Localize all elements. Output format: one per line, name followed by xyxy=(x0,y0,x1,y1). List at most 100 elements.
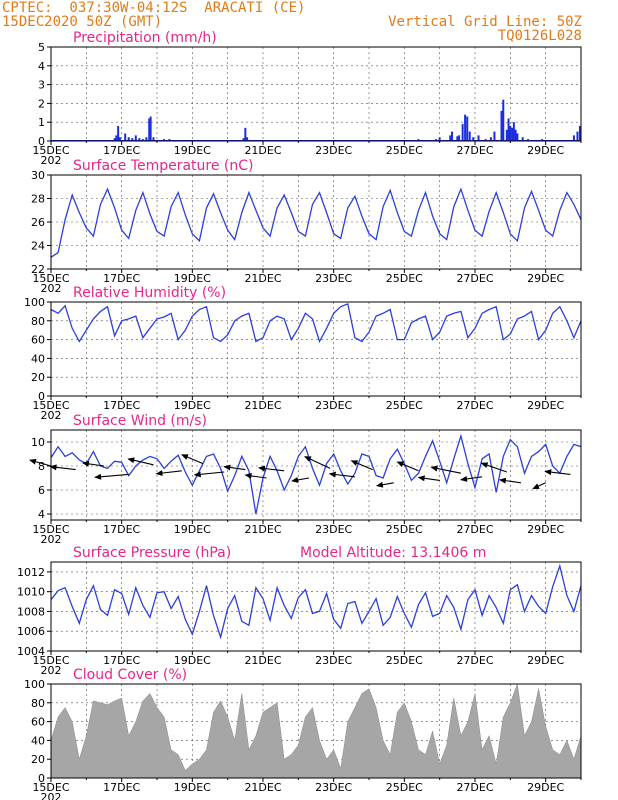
date-tick-label: 29DEC xyxy=(527,781,564,794)
date-tick-label: 15DEC xyxy=(32,781,69,794)
precip-bar xyxy=(502,99,505,141)
precip-bar xyxy=(145,137,148,141)
precip-bar xyxy=(507,118,510,141)
wind-vector xyxy=(181,454,204,465)
panel-temperature: 22 24 26 28 30 15DEC 17DEC 19DEC 21DEC 23DEC 25DEC… xyxy=(31,158,582,295)
date-tick-label: 17DEC xyxy=(103,144,140,157)
panel-wind: 4 6 8 10 15DEC 17DEC 19DEC 21DEC 23DEC 25DEC 27DEC… xyxy=(29,413,582,546)
date-tick-label: 29DEC xyxy=(527,654,564,667)
model-altitude-note: Model Altitude: 13.1406 m xyxy=(300,545,486,561)
wind-vector xyxy=(544,469,571,476)
date-tick-label: 25DEC xyxy=(386,523,423,536)
y-tick-label: 20 xyxy=(31,753,45,766)
panel-frame xyxy=(50,301,582,397)
date-tick-label: 25DEC xyxy=(386,272,423,285)
date-tick-label: 19DEC xyxy=(174,781,211,794)
precip-bar xyxy=(127,137,130,141)
date-tick-label: 25DEC xyxy=(386,654,423,667)
precip-bar xyxy=(505,129,508,141)
header-date: 15DEC2020 50Z (GMT) xyxy=(2,14,163,30)
y-tick-label: 4 xyxy=(38,60,45,73)
y-tick-label: 3 xyxy=(38,79,45,92)
date-tick-label: 29DEC xyxy=(527,144,564,157)
panel-cloud-cover: 0 20 40 60 80 100 15DEC 17DEC 19DEC 21DEC 23DEC 25D… xyxy=(24,667,582,800)
date-tick-label: 21DEC xyxy=(244,654,281,667)
year-label: 202 xyxy=(41,791,62,800)
wind-vector xyxy=(460,475,483,482)
wind-vector xyxy=(244,472,267,479)
precip-bar xyxy=(149,116,152,141)
precip-bar xyxy=(244,127,247,141)
temperature-line xyxy=(50,187,582,258)
wind-vector xyxy=(417,475,440,482)
precip-bar xyxy=(438,137,441,141)
y-tick-label: 60 xyxy=(31,716,45,729)
y-tick-label: 1 xyxy=(38,116,45,129)
y-tick-label: 24 xyxy=(31,240,45,253)
date-tick-label: 15DEC xyxy=(32,144,69,157)
wind-vector xyxy=(155,470,182,477)
date-tick-label: 29DEC xyxy=(527,523,564,536)
date-tick-label: 25DEC xyxy=(386,399,423,412)
precip-bar xyxy=(489,137,492,141)
header-station: CPTEC: 037:30W-04:12S ARACATI (CE) xyxy=(2,0,306,16)
date-tick-label: 21DEC xyxy=(244,781,281,794)
precip-bar xyxy=(246,137,249,141)
precip-bar xyxy=(576,131,579,141)
date-tick-label: 23DEC xyxy=(315,781,352,794)
precip-bar xyxy=(477,135,480,141)
date-tick-label: 27DEC xyxy=(456,272,493,285)
precip-bar xyxy=(124,133,127,141)
date-tick-label: 23DEC xyxy=(315,144,352,157)
date-tick-label: 15DEC xyxy=(32,654,69,667)
date-tick-label: 27DEC xyxy=(456,523,493,536)
y-tick-label: 20 xyxy=(31,371,45,384)
wind-vector xyxy=(304,456,331,469)
wind-vector xyxy=(291,476,310,483)
y-tick-label: 8 xyxy=(38,460,45,473)
y-tick-label: 100 xyxy=(24,678,45,691)
y-tick-label: 0 xyxy=(38,390,45,403)
date-tick-label: 21DEC xyxy=(244,272,281,285)
header-model-id: TQ0126L028 xyxy=(497,28,582,44)
y-tick-label: 4 xyxy=(38,508,45,521)
date-tick-label: 21DEC xyxy=(244,523,281,536)
wind-vector xyxy=(396,461,419,472)
wind-vector xyxy=(49,464,76,471)
wind-vector xyxy=(193,471,225,478)
pressure-line xyxy=(50,563,582,640)
precip-bar xyxy=(134,135,137,141)
y-tick-label: 1010 xyxy=(17,586,45,599)
precip-bar xyxy=(449,135,452,141)
date-tick-label: 17DEC xyxy=(103,654,140,667)
date-tick-label: 17DEC xyxy=(103,399,140,412)
panel-frame xyxy=(50,46,582,142)
wind-vector xyxy=(127,457,154,466)
precip-bar xyxy=(511,127,514,141)
wind-vector xyxy=(375,481,394,488)
precip-bar xyxy=(472,137,475,141)
panel-pressure: 1004 1006 1008 1010 1012 15DEC 17DEC 19DEC 21DEC… xyxy=(17,545,582,677)
y-tick-label: 28 xyxy=(31,193,45,206)
precip-bar xyxy=(451,131,454,141)
y-tick-label: 40 xyxy=(31,734,45,747)
date-tick-label: 17DEC xyxy=(103,523,140,536)
date-tick-label: 19DEC xyxy=(174,272,211,285)
date-tick-label: 29DEC xyxy=(527,399,564,412)
wind-line xyxy=(50,433,582,515)
precip-bar xyxy=(521,137,524,141)
y-tick-label: 80 xyxy=(31,315,45,328)
wind-vector xyxy=(498,477,522,484)
year-label: 202 xyxy=(41,282,62,295)
date-tick-label: 21DEC xyxy=(244,144,281,157)
wind-vector xyxy=(480,462,507,473)
y-tick-label: 60 xyxy=(31,334,45,347)
y-tick-label: 100 xyxy=(24,296,45,309)
precip-bar xyxy=(493,131,496,141)
panel-title: Precipitation (mm/h) xyxy=(73,30,217,46)
y-tick-label: 0 xyxy=(38,135,45,148)
precip-bar xyxy=(115,135,118,141)
y-tick-label: 40 xyxy=(31,352,45,365)
precip-bar xyxy=(516,133,519,141)
date-tick-label: 23DEC xyxy=(315,654,352,667)
